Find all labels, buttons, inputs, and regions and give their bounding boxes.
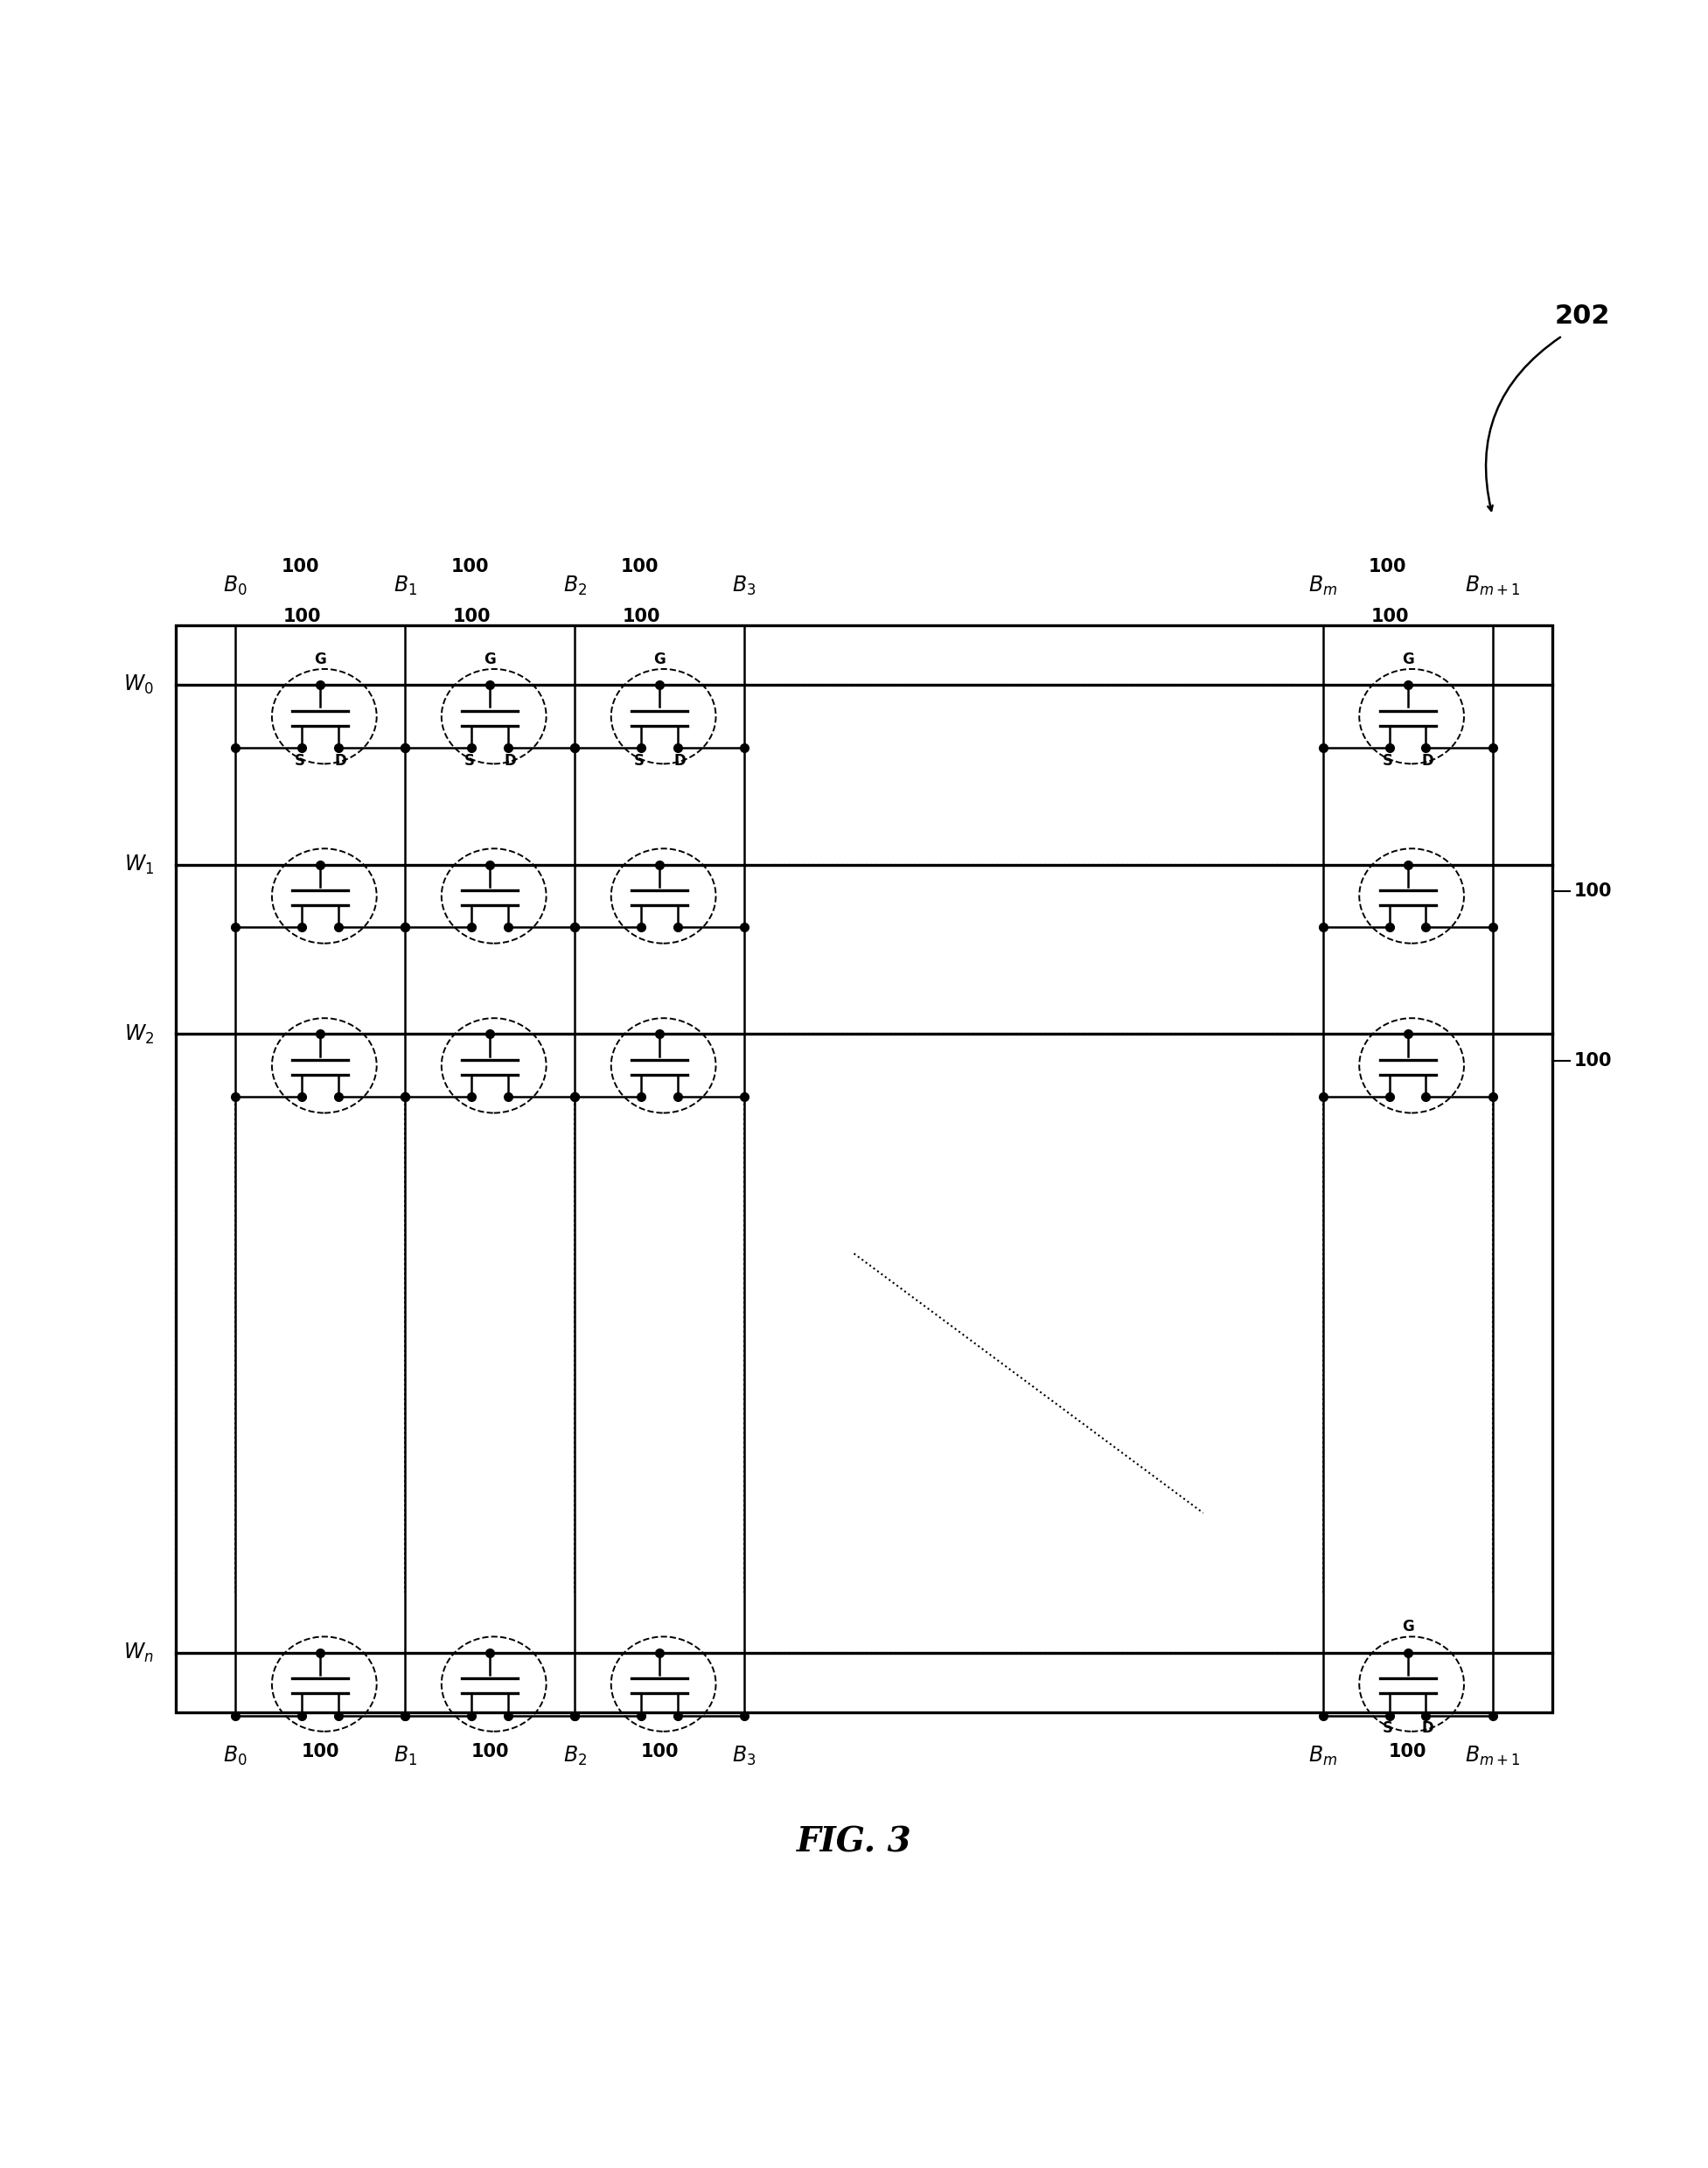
Text: $B_1$: $B_1$: [393, 575, 417, 596]
Text: $W_n$: $W_n$: [123, 1641, 154, 1665]
Text: 100: 100: [1575, 882, 1612, 900]
Text: 100: 100: [284, 607, 321, 624]
Text: $B_m$: $B_m$: [1308, 1745, 1337, 1767]
Text: G: G: [1402, 1619, 1414, 1635]
Text: S: S: [295, 752, 306, 767]
Text: D: D: [335, 752, 347, 767]
Text: $B_2$: $B_2$: [564, 1745, 586, 1767]
Text: D: D: [1421, 1721, 1433, 1737]
Text: $B_3$: $B_3$: [733, 575, 757, 596]
Text: $B_0$: $B_0$: [224, 1745, 248, 1767]
Text: G: G: [483, 650, 495, 668]
Text: $W_0$: $W_0$: [123, 674, 154, 696]
Text: $W_1$: $W_1$: [123, 852, 154, 876]
Text: 100: 100: [1368, 557, 1407, 575]
Text: $B_{m+1}$: $B_{m+1}$: [1465, 575, 1520, 596]
Text: $B_0$: $B_0$: [224, 575, 248, 596]
Text: G: G: [1402, 650, 1414, 668]
Text: S: S: [1382, 1721, 1392, 1737]
Text: 100: 100: [453, 607, 490, 624]
Text: S: S: [634, 752, 644, 767]
Text: 100: 100: [451, 557, 488, 575]
Text: G: G: [314, 650, 326, 668]
Text: 100: 100: [622, 607, 661, 624]
Text: 100: 100: [471, 1743, 509, 1760]
Text: 100: 100: [1575, 1051, 1612, 1069]
Text: $B_1$: $B_1$: [393, 1745, 417, 1767]
Text: 100: 100: [1389, 1743, 1426, 1760]
Text: $B_m$: $B_m$: [1308, 575, 1337, 596]
Text: $B_{m+1}$: $B_{m+1}$: [1465, 1745, 1520, 1767]
Text: 100: 100: [1370, 607, 1409, 624]
Text: 100: 100: [620, 557, 659, 575]
Text: 100: 100: [282, 557, 319, 575]
Text: D: D: [504, 752, 516, 767]
Text: $W_2$: $W_2$: [123, 1023, 154, 1045]
Text: 100: 100: [301, 1743, 340, 1760]
Text: 100: 100: [640, 1743, 678, 1760]
Text: S: S: [465, 752, 475, 767]
Text: 202: 202: [1554, 304, 1611, 330]
Text: FIG. 3: FIG. 3: [796, 1825, 912, 1858]
Text: D: D: [1421, 752, 1433, 767]
Text: S: S: [1382, 752, 1392, 767]
Text: D: D: [673, 752, 685, 767]
Text: $B_2$: $B_2$: [564, 575, 586, 596]
Text: G: G: [654, 650, 666, 668]
Text: $B_3$: $B_3$: [733, 1745, 757, 1767]
